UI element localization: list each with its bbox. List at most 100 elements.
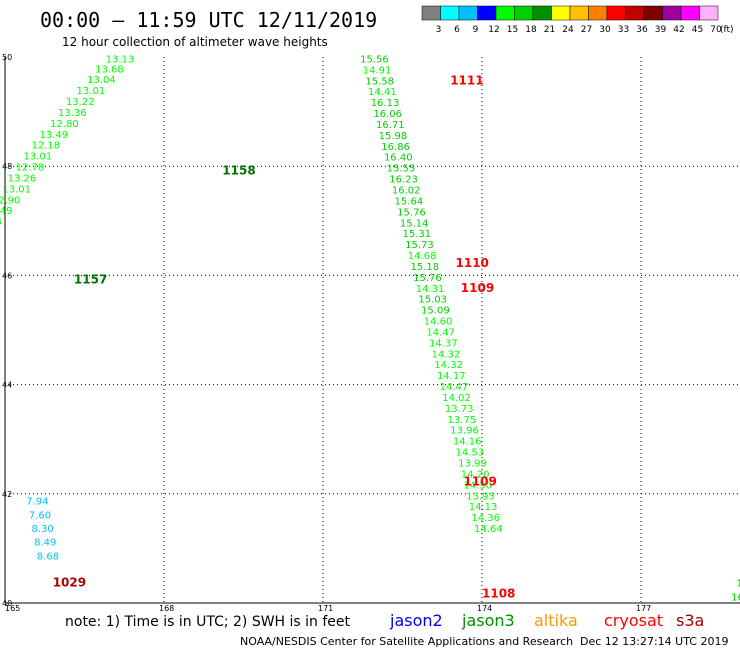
swh-value-label: 8.49	[34, 538, 56, 549]
swh-value-label: 7.60	[29, 510, 51, 521]
color-scale-label: 15	[507, 25, 518, 35]
credit-text: NOAA/NESDIS Center for Satellite Applica…	[240, 635, 573, 648]
time-label: 1029	[53, 576, 86, 590]
y-tick-label: 50	[2, 53, 12, 62]
swh-value-label: 13.13	[106, 54, 135, 65]
chart-title: 00:00 – 11:59 UTC 12/11/2019	[40, 8, 377, 32]
swh-value-label: 15.09	[421, 306, 450, 317]
swh-value-label: 15.18	[410, 262, 439, 273]
swh-value-label: 15.58	[365, 76, 394, 87]
swh-value-label: 13.49	[0, 206, 12, 217]
color-scale-label: 27	[581, 25, 592, 35]
color-scale-label: 42	[673, 25, 684, 35]
swh-value-label: 14.23	[0, 217, 2, 228]
satellite-legend-entry: s3a	[676, 611, 704, 630]
swh-value-label: 15.55	[387, 164, 416, 175]
color-swatch	[662, 5, 682, 21]
swh-value-label: 14.47	[440, 382, 469, 393]
swh-value-label: 14.32	[434, 360, 463, 371]
color-swatch	[477, 5, 497, 21]
swh-value-label: 14.13	[469, 502, 498, 513]
swh-value-label: 13.68	[95, 64, 124, 75]
swh-value-label: 14.37	[429, 338, 458, 349]
color-scale-label: 33	[618, 25, 629, 35]
swh-value-label: 13.49	[39, 130, 68, 141]
y-tick-label: 48	[2, 162, 12, 171]
swh-value-label: 14.64	[474, 524, 503, 535]
swh-value-label: 13.75	[448, 415, 477, 426]
color-scale-unit: (ft)	[720, 25, 734, 35]
swh-value-label: 15.03	[418, 295, 447, 306]
swh-value-label: 16.23	[389, 175, 418, 186]
swh-value-label: 15.98	[379, 131, 408, 142]
color-scale-label: 24	[562, 25, 574, 35]
color-swatch	[440, 5, 460, 21]
swh-value-label: 13.26	[8, 173, 37, 184]
swh-value-label: 15.76	[397, 207, 426, 218]
swh-value-label: 12.80	[50, 119, 79, 130]
y-tick-label: 46	[2, 271, 12, 280]
color-scale-label: 21	[544, 25, 555, 35]
color-swatch	[569, 5, 589, 21]
swh-value-label: 12.18	[32, 141, 61, 152]
swh-value-label: 7.94	[26, 497, 48, 508]
x-tick-label: 168	[159, 604, 174, 613]
swh-value-label: 13.36	[58, 108, 87, 119]
swh-value-label: 13.01	[24, 152, 53, 163]
swh-value-label: 16.06	[373, 109, 402, 120]
color-swatch	[699, 5, 719, 21]
color-swatch	[588, 5, 608, 21]
x-tick-label: 165	[5, 604, 20, 613]
color-swatch	[421, 5, 441, 21]
swh-value-label: 14.31	[416, 284, 445, 295]
time-labels: 1157 1158 1111 1110 1109 1109 1108 1029	[53, 73, 516, 600]
swh-value-label: 8.30	[32, 524, 54, 535]
satellite-legend-entry: jason3	[461, 611, 515, 630]
swh-value-label: 16.86	[381, 142, 410, 153]
swh-value-label: 13.01	[2, 184, 31, 195]
color-swatch	[514, 5, 534, 21]
swh-value-label: 16.40	[384, 153, 413, 164]
color-scale-label: 9	[473, 25, 479, 35]
swh-value-label: 14.50	[463, 480, 492, 491]
color-swatch	[680, 5, 700, 21]
swh-value-label: 14.16	[453, 437, 482, 448]
swh-value-label: 15.76	[413, 273, 442, 284]
swh-value-label: 13.04	[87, 75, 116, 86]
color-swatch	[532, 5, 552, 21]
swh-value-label: 15.56	[360, 54, 389, 65]
swh-value-label: 16.71	[376, 120, 405, 131]
swh-value-label: 16.13	[371, 98, 400, 109]
y-tick-label: 40	[2, 599, 12, 608]
color-scale-label: 3	[436, 25, 442, 35]
swh-value-label: 8.68	[37, 551, 59, 562]
color-scale-legend: 3 6 9 12 15 18 21 24 27 30 33 36 39 42 45 70(ft)	[421, 5, 734, 35]
swh-value-label: 14.41	[368, 87, 397, 98]
color-swatch	[625, 5, 645, 21]
x-tick-label: 177	[636, 604, 651, 613]
time-label: 1157	[74, 273, 107, 287]
satellite-legend: jason2 jason3 altika cryosat s3a	[389, 611, 704, 630]
swh-value-label: 15.73	[405, 240, 434, 251]
chart-subtitle: 12 hour collection of altimeter wave hei…	[62, 35, 328, 49]
swh-value-label: 13.99	[458, 459, 487, 470]
color-swatch	[495, 5, 515, 21]
swh-value-label: 14.20	[461, 469, 490, 480]
swh-value-label: 13.73	[445, 404, 474, 415]
swh-value-label: 12.78	[16, 163, 45, 174]
swh-value-label: 14.17	[437, 371, 466, 382]
satellite-legend-entry: jason2	[389, 611, 443, 630]
swh-value-label: 14.60	[424, 317, 453, 328]
y-tick-label: 44	[2, 381, 12, 390]
swh-value-label: 14.68	[408, 251, 437, 262]
y-tick-label: 42	[2, 490, 12, 499]
swh-value-label: 12.90	[0, 195, 20, 206]
swh-value-label: 14.02	[442, 393, 471, 404]
color-scale-label: 70	[710, 25, 722, 35]
time-label: 1111	[450, 73, 483, 87]
swh-value-label: 16.94	[731, 592, 740, 603]
axes: 40 42 44 46 48 50 165 168 171 174 177	[2, 53, 740, 613]
color-scale-label: 18	[525, 25, 537, 35]
color-swatch	[606, 5, 626, 21]
